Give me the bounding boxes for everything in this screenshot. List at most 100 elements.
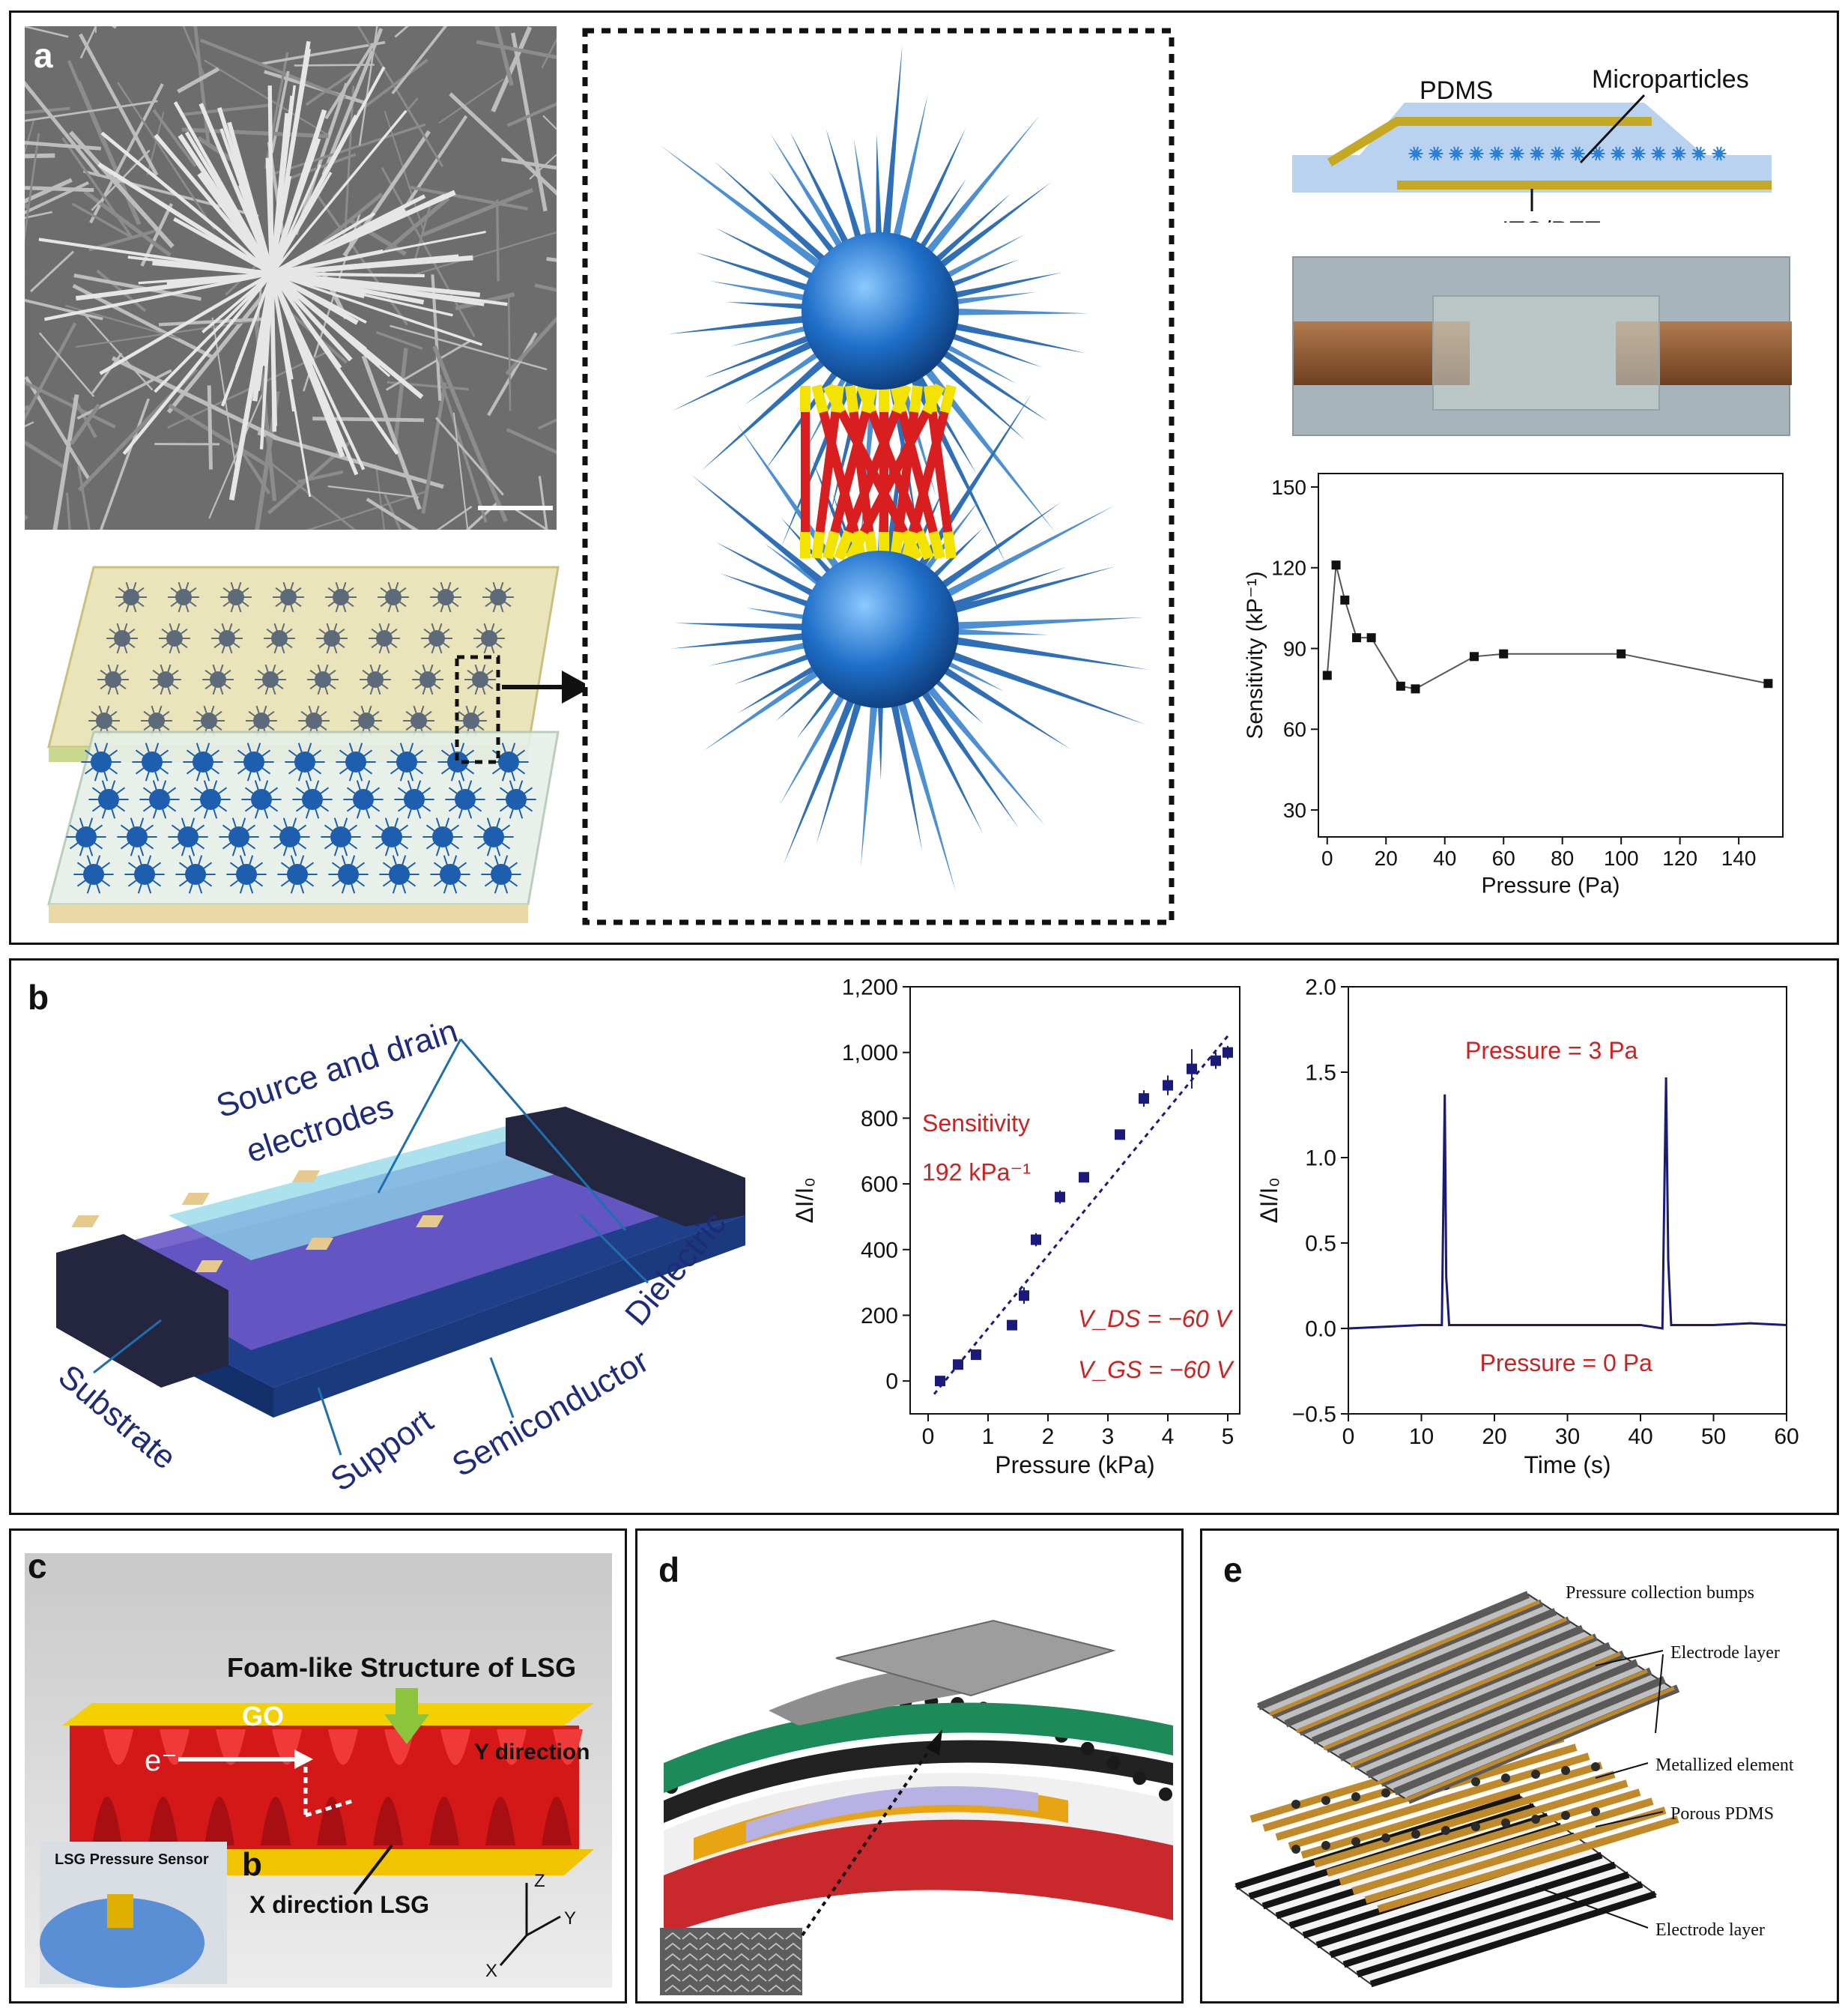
current-change-point	[935, 1376, 945, 1387]
panel-e: e Pressure collection bumps Electrode la…	[1200, 1528, 1839, 2004]
y-tick-label: 60	[1283, 718, 1306, 741]
pressure-low-annotation: Pressure = 0 Pa	[1480, 1349, 1653, 1376]
x-axis-label: Pressure (Pa)	[1481, 873, 1620, 898]
plot-frame	[909, 986, 1240, 1415]
metallized-label: Metallized element	[1655, 1756, 1794, 1775]
vds-annotation: V_DS = −60 V	[1078, 1305, 1233, 1332]
y-tick-label: 1.0	[1305, 1146, 1336, 1171]
x-tick-label: 10	[1409, 1424, 1434, 1449]
x-tick-label: 3	[1102, 1424, 1115, 1449]
x-tick-label: 60	[1774, 1424, 1799, 1449]
sensitivity-annotation: Sensitivity	[922, 1110, 1030, 1137]
electrode-bottom-label: Electrode layer	[1655, 1920, 1765, 1940]
sensitivity-point	[1499, 649, 1509, 659]
current-change-point	[1079, 1172, 1089, 1183]
sem-image-urchin	[25, 26, 557, 530]
y-tick-label: 200	[861, 1304, 898, 1328]
y-axis-label: ΔI/I₀	[791, 1177, 818, 1223]
y-tick-label: 0.5	[1305, 1232, 1336, 1257]
x-tick-label: 140	[1721, 847, 1757, 870]
y-tick-label: 0.0	[1305, 1317, 1336, 1342]
current-change-point	[1223, 1047, 1233, 1058]
sensitivity-series-line	[1326, 564, 1769, 690]
panel-b: b Source and drain electrodes Dielectric…	[9, 958, 1839, 1515]
y-tick-label: 400	[861, 1238, 898, 1262]
x-tick-label: 120	[1662, 847, 1697, 870]
current-change-point	[953, 1359, 963, 1370]
ito-pet-label: ITO/PET	[1502, 217, 1601, 223]
inset-caption: LSG Pressure Sensor	[55, 1851, 209, 1868]
x-tick-label: 4	[1162, 1424, 1175, 1449]
electron-label: e⁻	[145, 1744, 177, 1777]
flexible-sensor-illustration	[660, 1619, 1173, 1995]
axis-y-label: Y	[564, 1908, 576, 1929]
y-tick-label: −0.5	[1292, 1403, 1336, 1427]
current-change-point	[1055, 1191, 1065, 1203]
x-tick-label: 20	[1482, 1424, 1506, 1449]
x-direction-label: X direction LSG	[249, 1891, 429, 1918]
sensitivity-chart: 0 20 40 60 80 100 120 140 30 60 90 120 150 Pressure (…	[1243, 473, 1784, 898]
x-tick-label: 0	[1342, 1424, 1355, 1449]
current-change-point	[1139, 1093, 1149, 1104]
semiconductor-label: Semiconductor	[446, 1342, 655, 1484]
x-axis-label: Time (s)	[1524, 1451, 1611, 1478]
x-tick-label: 40	[1433, 847, 1456, 870]
sensitivity-point	[1469, 652, 1479, 662]
panel-d: d	[635, 1528, 1184, 2004]
panel-label-b: b	[28, 978, 49, 1017]
sensitivity-point	[1411, 684, 1420, 694]
current-change-point	[1115, 1129, 1125, 1140]
pressure-high-annotation: Pressure = 3 Pa	[1465, 1037, 1638, 1064]
y-tick-label: 1,200	[842, 976, 898, 1000]
y-tick-label: 1.5	[1305, 1061, 1336, 1086]
linear-fit-line	[933, 1035, 1229, 1395]
x-tick-label: 100	[1604, 847, 1639, 870]
sensitivity-point	[1366, 633, 1376, 643]
axis-x-label: X	[485, 1961, 497, 1981]
x-tick-label: 0	[922, 1424, 935, 1449]
x-tick-label: 20	[1375, 847, 1398, 870]
x-tick-label: 5	[1222, 1424, 1234, 1449]
y-tick-label: 1,000	[842, 1041, 898, 1065]
axis-z-label: Z	[534, 1871, 545, 1891]
go-label: GO	[242, 1701, 284, 1732]
electrode-top-label: Electrode layer	[1670, 1643, 1780, 1663]
plot-frame	[1318, 473, 1784, 838]
x-axis-label: Pressure (kPa)	[995, 1451, 1154, 1478]
panel-label-d: d	[658, 1550, 680, 1589]
y-tick-label: 30	[1283, 799, 1306, 822]
y-axis-label: Sensitivity (kP⁻¹)	[1243, 571, 1267, 739]
porous-label: Porous PDMS	[1670, 1804, 1774, 1824]
current-change-point	[1007, 1319, 1017, 1331]
sandwich-schematic	[47, 566, 588, 923]
ofet-device-illustration: Source and drain electrodes Dielectric S…	[52, 1012, 745, 1499]
microparticles-label: Microparticles	[1592, 65, 1749, 94]
pdms-stack-schematic: PDMS Microparticles ITO/PET	[1292, 65, 1772, 223]
current-change-point	[1211, 1055, 1221, 1066]
pdms-label: PDMS	[1420, 76, 1493, 105]
current-change-point	[1031, 1234, 1041, 1245]
panel-c: c Foam-like Structure of LSG GO e⁻ Y dir…	[9, 1528, 627, 2004]
x-tick-label: 80	[1551, 847, 1574, 870]
x-tick-label: 30	[1555, 1424, 1580, 1449]
y-tick-label: 150	[1271, 476, 1306, 499]
y-tick-label: 120	[1271, 557, 1306, 580]
sensitivity-point	[1352, 633, 1362, 643]
x-tick-label: 0	[1321, 847, 1333, 870]
panel-label-c: c	[28, 1546, 47, 1585]
current-change-point	[1187, 1063, 1197, 1074]
time-response-chart: 0 10 20 30 40 50 60 −0.5 0.0 0.5 1.0 1.5 2.0 Time (s)…	[1255, 976, 1799, 1479]
panel-a: a PDMS Microparticl	[9, 10, 1839, 945]
x-tick-label: 1	[982, 1424, 995, 1449]
scale-bar	[478, 506, 553, 510]
x-tick-label: 2	[1042, 1424, 1055, 1449]
current-change-point	[1019, 1290, 1029, 1301]
sensitivity-point	[1322, 671, 1332, 680]
current-change-point	[1163, 1080, 1173, 1091]
urchin-zoom-illustration	[582, 28, 1175, 925]
sensitivity-point	[1763, 679, 1773, 689]
current-change-point	[971, 1349, 981, 1361]
panel-label-a: a	[34, 36, 53, 75]
support-label: Support	[324, 1403, 440, 1499]
layered-sensor-illustration: Pressure collection bumps Electrode laye…	[1234, 1583, 1794, 1988]
